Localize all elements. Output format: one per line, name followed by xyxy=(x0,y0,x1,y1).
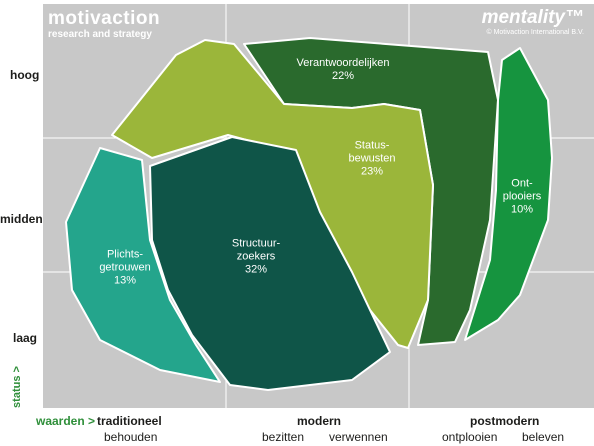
x-sub-bezitten: bezitten xyxy=(262,430,305,444)
segment-structuurzoekers xyxy=(149,136,391,391)
x-group-modern: modern xyxy=(297,414,342,428)
y-level-hoog: hoog xyxy=(10,68,40,82)
motivaction-logo-tagline: research and strategy xyxy=(48,29,152,40)
x-axis-title: waarden > xyxy=(36,414,96,428)
x-sub-ontplooien: ontplooien xyxy=(442,430,498,444)
x-sub-behouden: behouden xyxy=(104,430,158,444)
y-level-laag: laag xyxy=(13,331,38,345)
mentality-logo: mentality™ © Motivaction International B… xyxy=(482,8,584,37)
motivaction-logo: motivaction research and strategy xyxy=(48,8,161,41)
segment-plichtsgetrouwen xyxy=(65,147,221,383)
segment-ontplooiers xyxy=(464,47,553,341)
x-group-traditioneel: traditioneel xyxy=(97,414,162,428)
x-sub-beleven: beleven xyxy=(522,430,565,444)
mentality-copyright: © Motivaction International B.V. xyxy=(486,29,584,36)
segment-label-verantwoordelijken: Verantwoordelijken 22% xyxy=(296,57,390,82)
y-level-midden: midden xyxy=(0,212,43,226)
mentality-logo-name: mentality™ xyxy=(481,7,584,28)
y-axis-title: status > xyxy=(10,366,23,408)
segments-group xyxy=(65,37,553,391)
segment-label-structuurzoekers: Structuur- zoekers 32% xyxy=(231,237,281,276)
motivaction-logo-name: motivaction xyxy=(48,8,161,29)
segment-label-plichtsgetrouwen: Plichts- getrouwen 13% xyxy=(99,248,151,287)
segment-label-ontplooiers: Ont- plooiers 10% xyxy=(502,177,542,216)
segment-label-statusbewusten: Status- bewusten 23% xyxy=(348,139,396,178)
x-sub-verwennen: verwennen xyxy=(329,430,388,444)
x-group-postmodern: postmodern xyxy=(470,414,540,428)
